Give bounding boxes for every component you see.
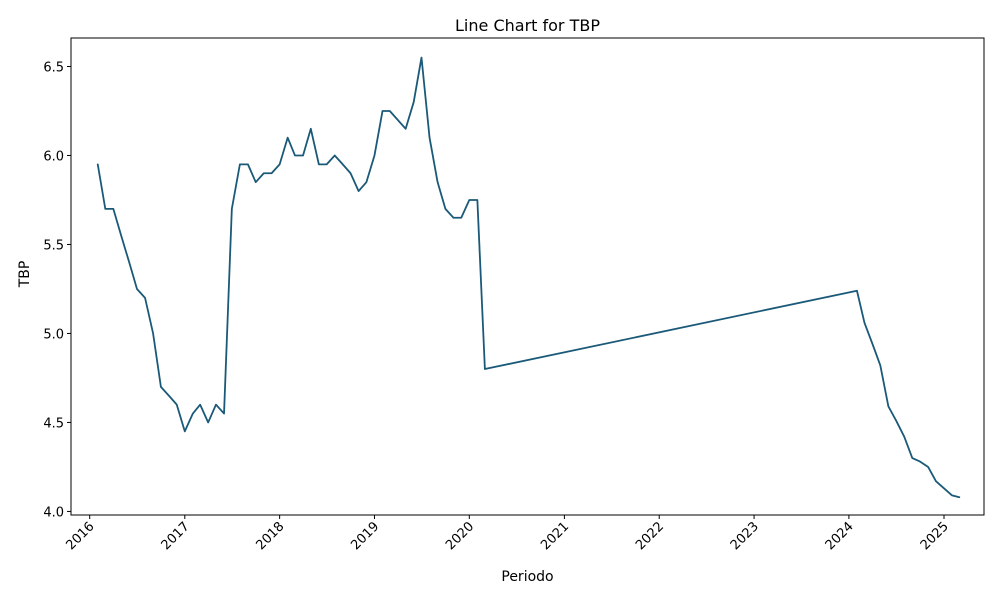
x-tick-label: 2018: [253, 519, 287, 553]
y-tick-label: 4.0: [43, 505, 64, 520]
chart-title: Line Chart for TBP: [455, 16, 600, 35]
x-tick-label: 2023: [728, 519, 762, 553]
x-tick-label: 2016: [64, 519, 98, 553]
x-axis-label: Periodo: [501, 569, 553, 585]
x-tick-label: 2021: [538, 519, 572, 553]
x-tick-label: 2025: [918, 519, 952, 553]
y-tick-label: 6.5: [43, 60, 64, 75]
y-tick-label: 5.0: [43, 327, 64, 342]
plot-frame: [70, 37, 985, 516]
series-line: [96, 56, 961, 499]
y-tick-label: 6.0: [43, 149, 64, 164]
y-axis-label: TBP: [17, 261, 33, 289]
x-tick-label: 2017: [159, 519, 193, 553]
y-tick-label: 4.5: [43, 416, 64, 431]
x-tick-label: 2019: [348, 519, 382, 553]
x-tick-label: 2024: [823, 519, 857, 553]
x-tick-label: 2022: [633, 519, 667, 553]
x-axis-ticks: 2016 2017 2018 2019 2020 2021 2022 2023 2024 2025: [64, 515, 952, 553]
y-axis-ticks: 4.0 4.5 5.0 5.5 6.0 6.5: [43, 60, 71, 520]
y-tick-label: 5.5: [43, 238, 64, 253]
x-tick-label: 2020: [443, 519, 477, 553]
